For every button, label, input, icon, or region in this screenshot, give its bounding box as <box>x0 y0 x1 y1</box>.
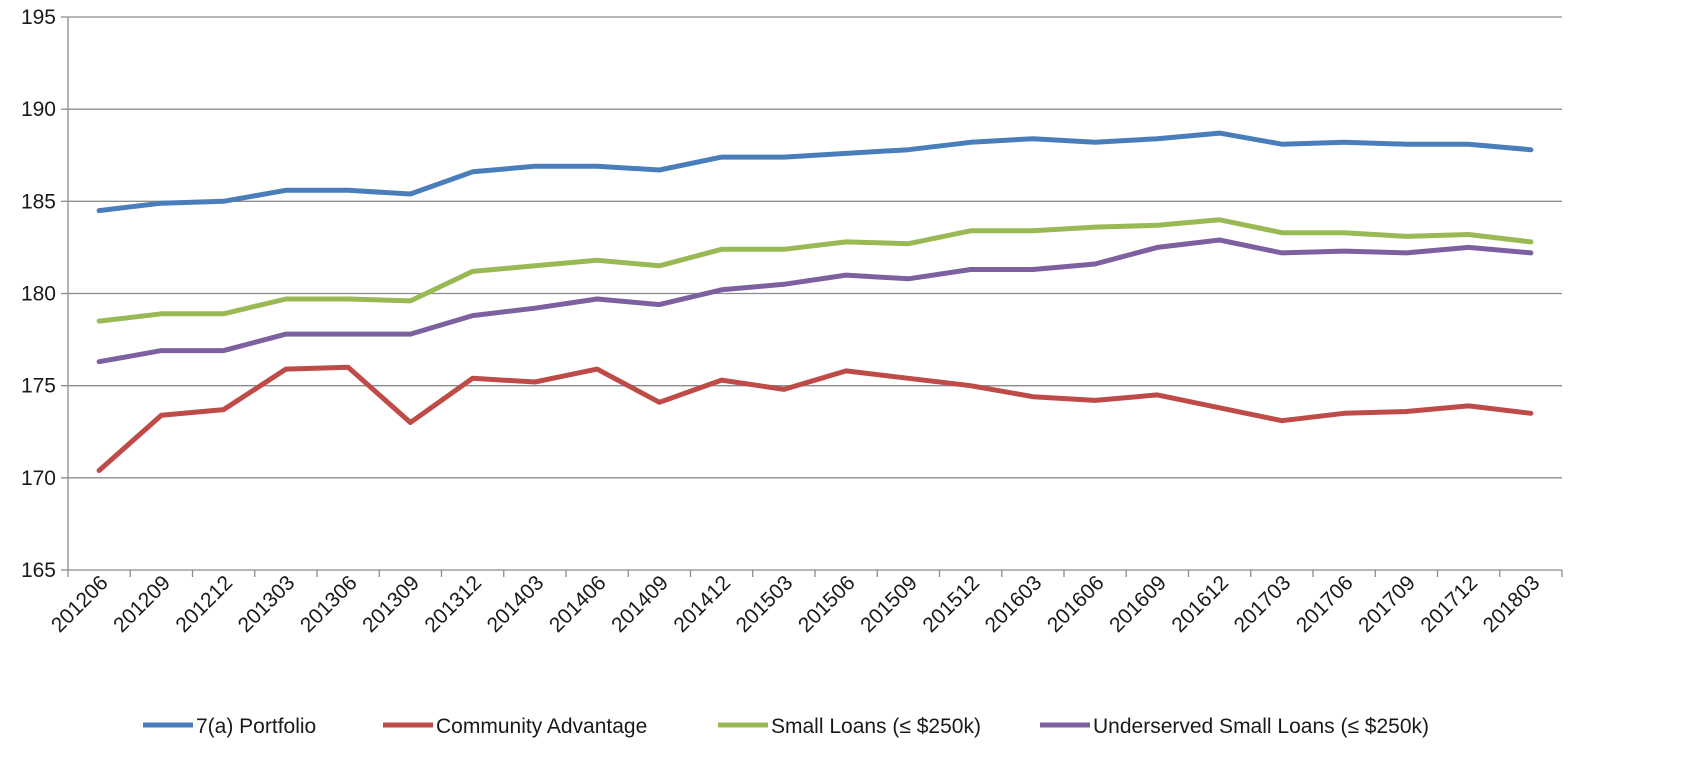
x-tick-label: 201312 <box>420 571 486 637</box>
x-tick-label: 201409 <box>607 571 673 637</box>
series-line-0 <box>96 130 1534 214</box>
x-tick-label: 201606 <box>1043 571 1109 637</box>
y-axis-ticks: 165 170 175 180 185 190 195 <box>21 6 56 582</box>
x-tick-label: 201412 <box>669 571 735 637</box>
x-tick-label: 201612 <box>1167 571 1233 637</box>
gridlines <box>68 16 1562 479</box>
x-tick-label: 201206 <box>47 571 113 637</box>
y-tick-label: 180 <box>21 283 56 306</box>
series-line-3 <box>96 237 1534 365</box>
x-tick-label: 201306 <box>296 571 362 637</box>
y-tick-label: 165 <box>21 559 56 582</box>
x-tick-label: 201709 <box>1354 571 1420 637</box>
legend-label: Small Loans (≤ $250k) <box>771 715 981 738</box>
axes <box>61 16 1563 577</box>
x-tick-label: 201209 <box>109 571 175 637</box>
y-tick-label: 185 <box>21 190 56 213</box>
x-tick-label: 201512 <box>918 571 984 637</box>
x-tick-label: 201303 <box>234 571 300 637</box>
series-line-1 <box>96 364 1534 473</box>
legend-label: Underserved Small Loans (≤ $250k) <box>1093 715 1429 738</box>
x-tick-label: 201506 <box>794 571 860 637</box>
x-tick-label: 201309 <box>358 571 424 637</box>
y-tick-label: 175 <box>21 375 56 398</box>
x-tick-label: 201703 <box>1230 571 1296 637</box>
series-line-2 <box>96 217 1534 324</box>
legend-label: Community Advantage <box>436 715 647 738</box>
legend-label: 7(a) Portfolio <box>196 715 316 738</box>
y-tick-label: 190 <box>21 98 56 121</box>
x-tick-label: 201609 <box>1105 571 1171 637</box>
x-axis-ticks: 2012062012092012122013032013062013092013… <box>47 571 1545 637</box>
x-tick-label: 201406 <box>545 571 611 637</box>
series-lines <box>96 130 1534 473</box>
x-tick-label: 201706 <box>1292 571 1358 637</box>
y-tick-label: 195 <box>21 6 56 29</box>
x-tick-label: 201403 <box>483 571 549 637</box>
legend: 7(a) Portfolio Community Advantage Small L… <box>143 715 1429 738</box>
x-tick-label: 201712 <box>1416 571 1482 637</box>
x-tick-label: 201509 <box>856 571 922 637</box>
x-tick-label: 201603 <box>981 571 1047 637</box>
x-tick-label: 201503 <box>732 571 798 637</box>
x-tick-label: 201212 <box>171 571 237 637</box>
x-tick-label: 201803 <box>1479 571 1545 637</box>
y-tick-label: 170 <box>21 467 56 490</box>
